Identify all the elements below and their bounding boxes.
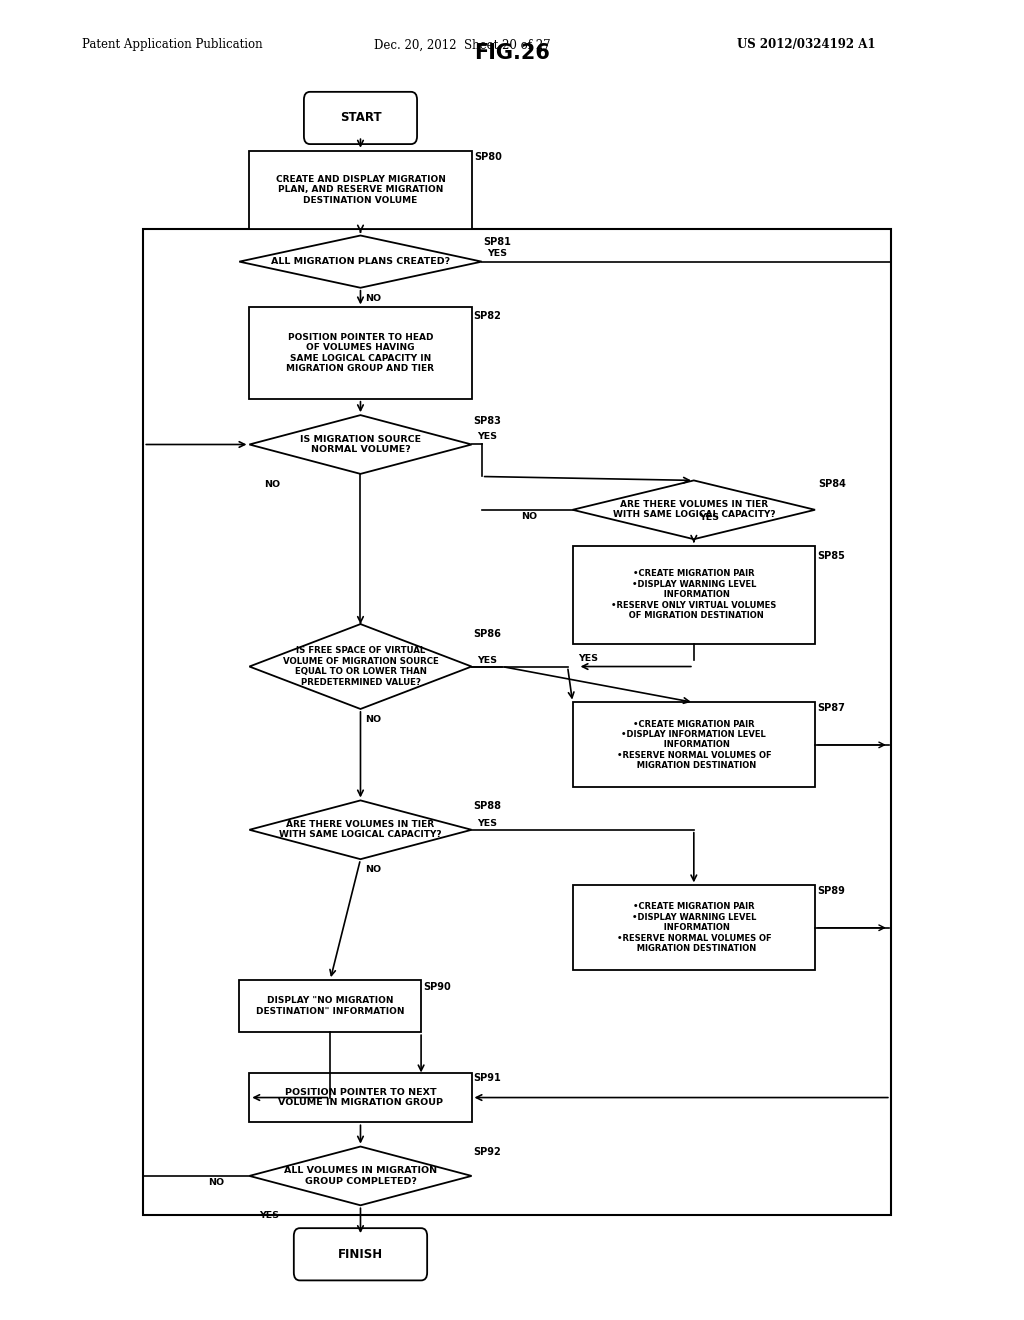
Text: SP88: SP88 <box>474 801 502 812</box>
Bar <box>250 150 472 228</box>
Text: US 2012/0324192 A1: US 2012/0324192 A1 <box>737 38 876 51</box>
Text: Patent Application Publication: Patent Application Publication <box>82 38 262 51</box>
Polygon shape <box>250 414 472 474</box>
Text: SP91: SP91 <box>474 1073 502 1082</box>
Text: •CREATE MIGRATION PAIR
•DISPLAY INFORMATION LEVEL
  INFORMATION
•RESERVE NORMAL : •CREATE MIGRATION PAIR •DISPLAY INFORMAT… <box>616 719 771 770</box>
Text: ARE THERE VOLUMES IN TIER
WITH SAME LOGICAL CAPACITY?: ARE THERE VOLUMES IN TIER WITH SAME LOGI… <box>280 820 441 840</box>
Polygon shape <box>250 800 472 859</box>
Polygon shape <box>250 624 472 709</box>
Text: SP86: SP86 <box>474 628 502 639</box>
Text: ALL MIGRATION PLANS CREATED?: ALL MIGRATION PLANS CREATED? <box>271 257 450 267</box>
Text: SP87: SP87 <box>817 704 845 713</box>
FancyBboxPatch shape <box>294 1228 427 1280</box>
Polygon shape <box>240 235 481 288</box>
Text: SP82: SP82 <box>474 312 502 322</box>
Text: START: START <box>340 111 381 124</box>
Text: SP90: SP90 <box>423 982 451 991</box>
Polygon shape <box>250 1147 472 1205</box>
Text: SP83: SP83 <box>474 416 502 426</box>
Text: SP84: SP84 <box>818 479 846 488</box>
Polygon shape <box>572 480 815 539</box>
Bar <box>572 702 815 787</box>
Text: SP81: SP81 <box>483 238 512 247</box>
Text: YES: YES <box>486 249 507 259</box>
Text: YES: YES <box>578 655 598 663</box>
Text: YES: YES <box>476 432 497 441</box>
Text: YES: YES <box>698 513 719 523</box>
Bar <box>250 1073 472 1122</box>
Bar <box>240 979 421 1032</box>
FancyBboxPatch shape <box>304 92 417 144</box>
Text: NO: NO <box>208 1177 224 1187</box>
Bar <box>143 228 891 1216</box>
Text: SP89: SP89 <box>817 886 845 896</box>
Text: YES: YES <box>476 656 497 664</box>
Text: IS MIGRATION SOURCE
NORMAL VOLUME?: IS MIGRATION SOURCE NORMAL VOLUME? <box>300 434 421 454</box>
Text: DISPLAY "NO MIGRATION
DESTINATION" INFORMATION: DISPLAY "NO MIGRATION DESTINATION" INFOR… <box>256 997 404 1016</box>
Text: •CREATE MIGRATION PAIR
•DISPLAY WARNING LEVEL
  INFORMATION
•RESERVE ONLY VIRTUA: •CREATE MIGRATION PAIR •DISPLAY WARNING … <box>611 569 776 620</box>
Bar <box>572 545 815 644</box>
Text: NO: NO <box>366 865 382 874</box>
Text: POSITION POINTER TO NEXT
VOLUME IN MIGRATION GROUP: POSITION POINTER TO NEXT VOLUME IN MIGRA… <box>278 1088 443 1107</box>
Text: ALL VOLUMES IN MIGRATION
GROUP COMPLETED?: ALL VOLUMES IN MIGRATION GROUP COMPLETED… <box>284 1166 437 1185</box>
Text: •CREATE MIGRATION PAIR
•DISPLAY WARNING LEVEL
  INFORMATION
•RESERVE NORMAL VOLU: •CREATE MIGRATION PAIR •DISPLAY WARNING … <box>616 903 771 953</box>
Bar <box>250 308 472 399</box>
Bar <box>572 886 815 970</box>
Text: YES: YES <box>259 1212 280 1220</box>
Text: NO: NO <box>264 480 281 488</box>
Text: NO: NO <box>366 715 382 723</box>
Text: FIG.26: FIG.26 <box>474 42 550 62</box>
Text: SP80: SP80 <box>475 152 503 162</box>
Text: CREATE AND DISPLAY MIGRATION
PLAN, AND RESERVE MIGRATION
DESTINATION VOLUME: CREATE AND DISPLAY MIGRATION PLAN, AND R… <box>275 176 445 205</box>
Text: FINISH: FINISH <box>338 1247 383 1261</box>
Text: SP85: SP85 <box>817 550 845 561</box>
Text: SP92: SP92 <box>474 1147 502 1158</box>
Text: POSITION POINTER TO HEAD
OF VOLUMES HAVING
SAME LOGICAL CAPACITY IN
MIGRATION GR: POSITION POINTER TO HEAD OF VOLUMES HAVI… <box>287 333 434 374</box>
Text: ARE THERE VOLUMES IN TIER
WITH SAME LOGICAL CAPACITY?: ARE THERE VOLUMES IN TIER WITH SAME LOGI… <box>612 500 775 520</box>
Text: NO: NO <box>366 294 382 302</box>
Text: Dec. 20, 2012  Sheet 20 of 27: Dec. 20, 2012 Sheet 20 of 27 <box>374 38 550 51</box>
Text: YES: YES <box>476 818 497 828</box>
Text: NO: NO <box>521 512 538 521</box>
Text: IS FREE SPACE OF VIRTUAL
VOLUME OF MIGRATION SOURCE
EQUAL TO OR LOWER THAN
PREDE: IS FREE SPACE OF VIRTUAL VOLUME OF MIGRA… <box>283 647 438 686</box>
